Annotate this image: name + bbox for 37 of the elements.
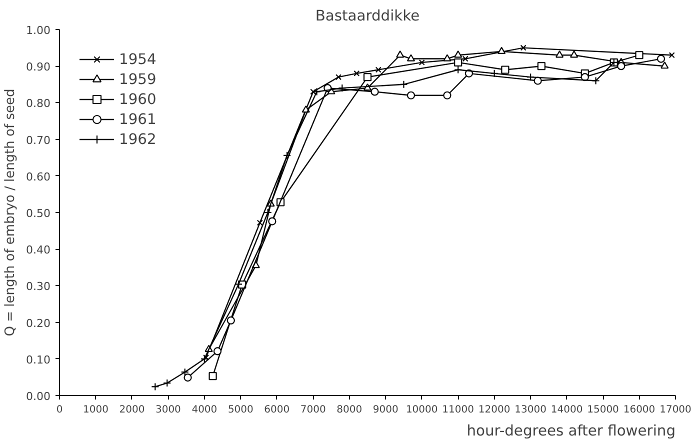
- y-tick-label: 0.20: [26, 316, 51, 330]
- legend-label: 1954: [119, 50, 156, 68]
- y-tick-label: 0.60: [26, 170, 51, 184]
- x-tick-label: 14000: [550, 404, 583, 416]
- x-tick-label: 12000: [478, 404, 510, 416]
- x-tick-label: 17000: [660, 404, 692, 416]
- y-tick-label: 0.50: [26, 207, 51, 220]
- x-tick-label: 8000: [336, 404, 362, 416]
- x-tick-label: 2000: [119, 404, 145, 416]
- y-tick-label: 0.70: [26, 134, 51, 147]
- x-tick-label: 5000: [228, 404, 254, 416]
- x-tick-label: 6000: [264, 404, 290, 416]
- legend-label: 1961: [119, 110, 156, 128]
- x-tick-label: 0: [56, 404, 63, 416]
- y-axis-title: Q = length of embryo / length of seed: [3, 88, 18, 336]
- x-axis-title: hour-degrees after flowering: [466, 422, 676, 440]
- x-tick-label: 11000: [442, 404, 474, 416]
- y-tick-label: 0.40: [26, 244, 51, 257]
- legend-label: 1962: [119, 130, 156, 148]
- x-tick-label: 15000: [587, 404, 619, 416]
- legend-label: 1959: [119, 70, 156, 88]
- x-tick-label: 7000: [300, 404, 326, 416]
- x-tick-label: 13000: [514, 404, 546, 416]
- y-tick-label: 0.80: [26, 97, 51, 110]
- x-tick-label: 3000: [155, 404, 181, 416]
- y-tick-label: 0.90: [26, 60, 51, 74]
- x-tick-label: 9000: [372, 404, 398, 416]
- y-tick-label: 0.30: [26, 280, 51, 294]
- y-tick-label: 0.00: [26, 390, 51, 403]
- y-tick-label: 0.10: [26, 353, 51, 366]
- x-tick-label: 10000: [406, 404, 438, 416]
- y-tick-label: 1.00: [26, 24, 51, 37]
- chart-title: Bastaarddikke: [315, 8, 420, 24]
- legend-label: 1960: [119, 90, 156, 108]
- x-tick-label: 4000: [192, 404, 218, 416]
- x-tick-label: 1000: [83, 404, 108, 416]
- x-tick-label: 16000: [623, 404, 656, 416]
